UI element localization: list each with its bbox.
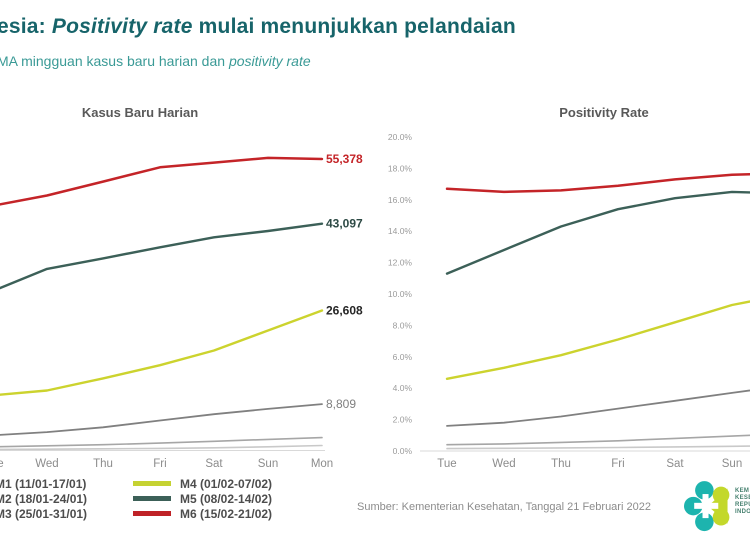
chart-title: Kasus Baru Harian bbox=[82, 105, 198, 120]
x-tick-label: Mon bbox=[311, 458, 333, 470]
kemenkes-logo-text: KEMKESEREPUINDO bbox=[735, 488, 750, 516]
slide-subtitle: MA mingguan kasus baru harian dan positi… bbox=[0, 53, 311, 69]
legend-swatch bbox=[133, 481, 171, 486]
legend-item: M6 (15/02-21/02) bbox=[133, 506, 272, 521]
legend-label: M5 (08/02-14/02) bbox=[180, 491, 273, 506]
legend-item: M4 (01/02-07/02) bbox=[133, 476, 272, 491]
series-line-M6 bbox=[0, 156, 324, 206]
x-tick-label: Sun bbox=[258, 458, 278, 470]
series-line-M3 bbox=[446, 389, 750, 427]
y-tick-label: 16.0% bbox=[388, 195, 413, 205]
x-tick-label: Fri bbox=[611, 458, 624, 470]
y-tick-label: 18.0% bbox=[388, 163, 413, 173]
legend-swatch bbox=[133, 511, 171, 516]
series-line-M5 bbox=[445, 190, 750, 275]
y-tick-label: 20.0% bbox=[388, 132, 413, 142]
x-tick-label: Fri bbox=[153, 458, 166, 470]
slide-title-prefix: esia: bbox=[0, 15, 52, 38]
x-tick-label: Sat bbox=[205, 458, 223, 470]
kemenkes-logo-text-line: INDO bbox=[735, 509, 750, 515]
legend-swatch bbox=[133, 496, 171, 501]
series-line-M1 bbox=[446, 445, 750, 450]
series-end-label-M3: 8,809 bbox=[326, 397, 356, 411]
legend-label: M4 (01/02-07/02) bbox=[180, 476, 273, 491]
logo-petals bbox=[684, 481, 730, 532]
legend-label: M3 (25/01-31/01) bbox=[0, 506, 88, 521]
legend-item: M5 (08/02-14/02) bbox=[133, 491, 272, 506]
kemenkes-logo: KEMKESEREPUINDO bbox=[684, 478, 750, 536]
y-tick-label: 4.0% bbox=[393, 383, 413, 393]
slide-title-italic: Positivity rate bbox=[51, 15, 193, 38]
legend-item: M3 (25/01-31/01) bbox=[0, 506, 87, 521]
legend-item: M1 (11/01-17/01) bbox=[0, 476, 87, 491]
kemenkes-logo-text-line: KESE bbox=[735, 495, 750, 501]
slide-title: esia: Positivity rate mulai menunjukkan … bbox=[0, 15, 516, 39]
slide-subtitle-italic: positivity rate bbox=[228, 53, 311, 69]
y-tick-label: 8.0% bbox=[393, 320, 413, 330]
series-line-M5 bbox=[0, 222, 324, 290]
legend-label: M1 (11/01-17/01) bbox=[0, 476, 87, 491]
y-tick-label: 12.0% bbox=[388, 258, 413, 268]
y-tick-label: 0.0% bbox=[393, 446, 413, 456]
x-tick-label: Sun bbox=[722, 458, 742, 470]
x-tick-label: Wed bbox=[492, 458, 515, 470]
chart-positivity-rate: Positivity Rate 0.0% 2.0% 4.0% 6.0% 8.0% 10.0%… bbox=[388, 105, 750, 470]
x-tick-label: Thu bbox=[93, 458, 113, 470]
series-line-M3 bbox=[0, 403, 323, 436]
series-end-label-M5: 43,097 bbox=[326, 217, 363, 231]
y-tick-label: 6.0% bbox=[393, 352, 413, 362]
series-end-label-M6: 55,378 bbox=[326, 152, 363, 166]
x-tick-label: Thu bbox=[551, 458, 571, 470]
slide-title-suffix: mulai menunjukkan pelandaian bbox=[192, 15, 516, 38]
series-line-M6 bbox=[445, 172, 750, 194]
slide-subtitle-prefix: MA mingguan kasus baru harian dan bbox=[0, 53, 229, 69]
series-end-label-M4: 26,608 bbox=[326, 303, 363, 317]
chart-title: Positivity Rate bbox=[559, 105, 649, 120]
legend-item: M2 (18/01-24/01) bbox=[0, 491, 87, 506]
series-line-M2 bbox=[446, 434, 750, 446]
x-tick-label: Wed bbox=[35, 458, 58, 470]
x-tick-label: Tue bbox=[437, 458, 456, 470]
chart-kasus-baru-harian: Kasus Baru Harian Tue Wed Thu Fri Sat Sun Mon 8,… bbox=[0, 105, 363, 470]
legend-label: M6 (15/02-21/02) bbox=[180, 506, 273, 521]
kemenkes-logo-text-line: REPU bbox=[735, 502, 750, 508]
chart-legend-column-1: M1 (11/01-17/01) M2 (18/01-24/01) M3 (25/0… bbox=[0, 476, 87, 521]
y-tick-label: 2.0% bbox=[393, 415, 413, 425]
chart-legend-column-2: M4 (01/02-07/02) M5 (08/02-14/02) M6 (15/0… bbox=[133, 476, 272, 521]
y-tick-label: 10.0% bbox=[388, 289, 413, 299]
x-tick-label: Sat bbox=[666, 458, 684, 470]
series-line-M1 bbox=[0, 444, 323, 451]
y-tick-label: 14.0% bbox=[388, 226, 413, 236]
series-line-M4 bbox=[0, 309, 324, 396]
source-note: Sumber: Kementerian Kesehatan, Tanggal 2… bbox=[357, 501, 651, 513]
kemenkes-logo-mark bbox=[684, 481, 730, 532]
x-tick-label: Tue bbox=[0, 458, 4, 470]
legend-label: M2 (18/01-24/01) bbox=[0, 491, 88, 506]
kemenkes-logo-text-line: KEM bbox=[735, 488, 750, 494]
series-line-M2 bbox=[0, 436, 323, 448]
series-line-M4 bbox=[445, 300, 750, 380]
